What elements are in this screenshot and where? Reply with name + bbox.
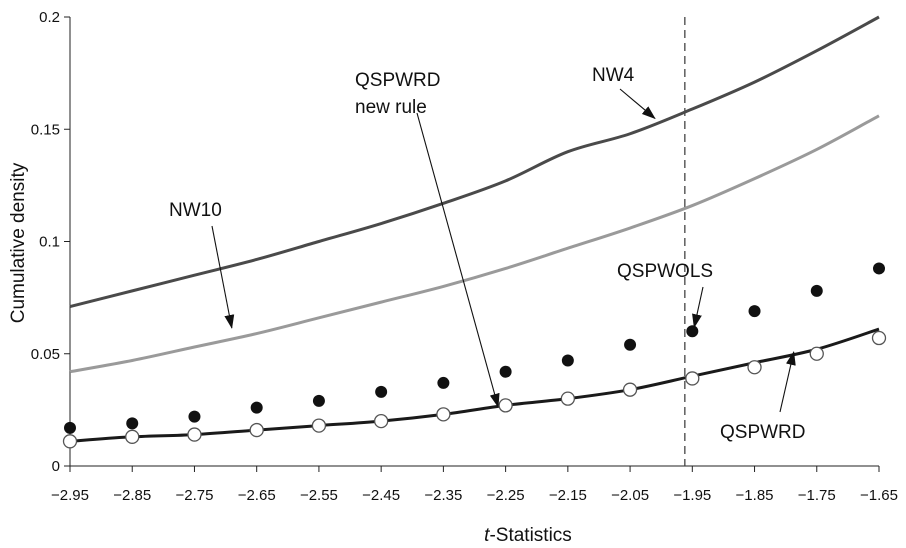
qspwrd-point xyxy=(311,418,327,433)
qspwols-point xyxy=(873,262,885,275)
annotation-arrow xyxy=(211,225,235,329)
x-tick-label: −2.35 xyxy=(424,487,462,504)
x-tick-label: −2.05 xyxy=(611,487,649,504)
y-tick-label: 0.1 xyxy=(39,234,60,251)
annotation-line: new rule xyxy=(355,97,427,118)
series-line xyxy=(69,15,880,309)
x-tick-label: −1.85 xyxy=(736,487,774,504)
y-axis-title: Cumulative density xyxy=(8,162,29,323)
axes: 0 0.05 0.1 0.15 0.2 −2.95 −2.85 −2.75 −2.65 −2.55… xyxy=(31,9,898,504)
qspwols-point xyxy=(375,385,388,398)
qspwols-point xyxy=(437,376,450,389)
qspwrd-point xyxy=(125,429,140,444)
x-tick-label: −2.75 xyxy=(175,487,213,504)
qspwrd-point xyxy=(498,398,513,413)
y-tick-label: 0.2 xyxy=(39,9,60,26)
qspwols-point xyxy=(126,417,139,430)
x-axis-title-rest: -Statistics xyxy=(489,525,571,546)
qspwols-point xyxy=(810,284,823,297)
y-tick-label: 0.15 xyxy=(31,121,60,138)
annotation-line: QSPWRD xyxy=(355,70,441,91)
qspwols-point xyxy=(250,401,263,414)
annotation-label: NW10 xyxy=(169,200,222,221)
x-axis-title: t-Statistics xyxy=(484,525,572,546)
qspwrd-point xyxy=(62,434,78,449)
annotation-arrow xyxy=(416,112,500,408)
x-tick-label: −2.15 xyxy=(549,487,587,504)
annotation-layer: NW4 QSPWRD new rule NW10 QSPWOLS QSPWRD xyxy=(169,65,806,443)
x-tick-label: −2.85 xyxy=(113,487,151,504)
qspwrd-point xyxy=(685,371,700,386)
series-layer xyxy=(62,15,887,466)
qspwols-point xyxy=(312,394,325,407)
x-tick-label: −2.25 xyxy=(487,487,525,504)
annotation-line: QSPWOLS xyxy=(617,261,713,282)
x-tick-label: −2.55 xyxy=(300,487,338,504)
qspwrd-point xyxy=(871,330,887,346)
qspwrd-point xyxy=(374,413,389,429)
qspwols-point xyxy=(624,338,637,351)
x-tick-label: −1.75 xyxy=(798,487,836,504)
annotation-label: QSPWRD new rule xyxy=(355,70,441,118)
annotation-arrow xyxy=(779,350,796,413)
annotation-label: QSPWOLS xyxy=(617,261,713,282)
qspwols-point xyxy=(561,354,574,367)
qspwrd-point xyxy=(249,422,264,438)
qspwols-point xyxy=(686,325,699,338)
annotation-line: NW10 xyxy=(169,200,222,221)
series-line xyxy=(69,114,880,374)
annotation-line: NW4 xyxy=(592,65,635,86)
annotation-label: QSPWRD xyxy=(720,422,806,443)
x-axis-title-italic: t xyxy=(484,525,490,546)
qspwols-point xyxy=(748,305,761,318)
annotation-arrow xyxy=(692,286,704,329)
x-tick-label: −1.65 xyxy=(860,487,898,504)
x-tick-label: −1.95 xyxy=(673,487,711,504)
qspwols-point xyxy=(188,410,201,423)
y-tick-label: 0.05 xyxy=(31,346,60,363)
annotation-label: NW4 xyxy=(592,65,635,86)
qspwrd-point xyxy=(622,382,638,397)
qspwrd-point xyxy=(436,407,451,422)
annotation-line: QSPWRD xyxy=(720,422,806,443)
x-tick-label: −2.65 xyxy=(238,487,276,504)
qspwrd-point xyxy=(809,346,824,361)
y-tick-label: 0 xyxy=(52,458,60,475)
qspwrd-point xyxy=(187,427,202,442)
qspwrd-point xyxy=(560,391,575,406)
annotation-arrow xyxy=(619,88,656,120)
x-tick-label: −2.95 xyxy=(51,487,89,504)
qspwrd-point xyxy=(747,360,762,375)
qspwols-point xyxy=(64,421,76,434)
x-tick-label: −2.45 xyxy=(362,487,400,504)
qspwols-point xyxy=(499,365,512,378)
